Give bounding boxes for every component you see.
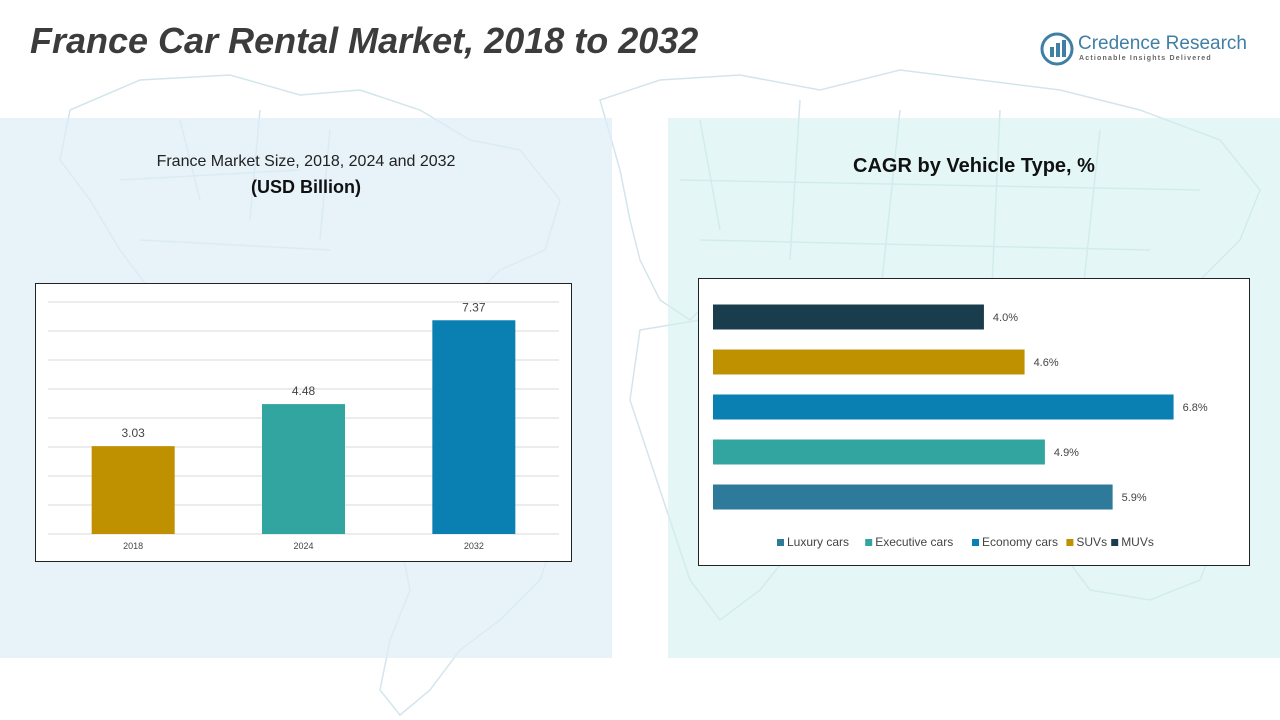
hbar-suvs xyxy=(713,349,1025,375)
legend-swatch xyxy=(777,539,784,546)
hbar-value-label: 4.9% xyxy=(1054,447,1079,459)
bar-value-label: 4.48 xyxy=(292,384,316,398)
legend-swatch xyxy=(1066,539,1074,546)
cagr-chart-title: CAGR by Vehicle Type, % xyxy=(853,155,1095,177)
bar-2018 xyxy=(91,446,175,534)
legend-swatch xyxy=(1111,539,1119,546)
legend-label: Economy cars xyxy=(982,535,1058,549)
bar-2032 xyxy=(432,320,516,534)
x-tick-label: 2032 xyxy=(464,541,484,551)
x-tick-label: 2024 xyxy=(293,541,313,551)
legend-label: Luxury cars xyxy=(787,535,849,549)
market-size-bar-chart: 3.03 4.48 7.37 2018 2024 2032 xyxy=(48,300,559,551)
logo-tagline: Actionable Insights Delivered xyxy=(1079,55,1212,62)
legend-label: MUVs xyxy=(1121,535,1154,549)
bar-value-label: 7.37 xyxy=(462,300,486,314)
bar-value-label: 3.03 xyxy=(121,426,145,440)
page-title: France Car Rental Market, 2018 to 2032 xyxy=(30,20,699,61)
legend-swatch xyxy=(865,539,873,546)
legend-label: SUVs xyxy=(1076,535,1107,549)
bar-2024 xyxy=(262,404,345,534)
hbar-luxury-cars xyxy=(713,484,1113,510)
hbar-value-label: 6.8% xyxy=(1183,402,1208,414)
x-tick-label: 2018 xyxy=(123,541,143,551)
hbar-economy-cars xyxy=(713,394,1174,420)
cagr-horizontal-bar-chart: 4.0% 4.6% 6.8% 4.9% 5.9% Luxury cars Executiv… xyxy=(713,304,1208,549)
legend-swatch xyxy=(972,539,979,546)
legend-label: Executive cars xyxy=(875,535,953,549)
hbar-value-label: 5.9% xyxy=(1122,492,1147,504)
credence-logo-icon xyxy=(1040,32,1074,66)
hbar-value-label: 4.6% xyxy=(1034,357,1059,369)
hbar-muvs xyxy=(713,304,984,330)
hbar-value-label: 4.0% xyxy=(993,312,1018,324)
market-size-chart-frame: 3.03 4.48 7.37 2018 2024 2032 xyxy=(35,283,572,562)
market-size-subtitle: France Market Size, 2018, 2024 and 2032 xyxy=(156,153,456,170)
hbar-executive-cars xyxy=(713,439,1045,465)
logo-name: Credence Research xyxy=(1078,33,1247,54)
market-size-unit: (USD Billion) xyxy=(251,177,361,197)
cagr-chart-frame: 4.0% 4.6% 6.8% 4.9% 5.9% Luxury cars Executiv… xyxy=(698,278,1250,566)
credence-research-logo: Credence Research Actionable Insights De… xyxy=(1040,30,1260,70)
